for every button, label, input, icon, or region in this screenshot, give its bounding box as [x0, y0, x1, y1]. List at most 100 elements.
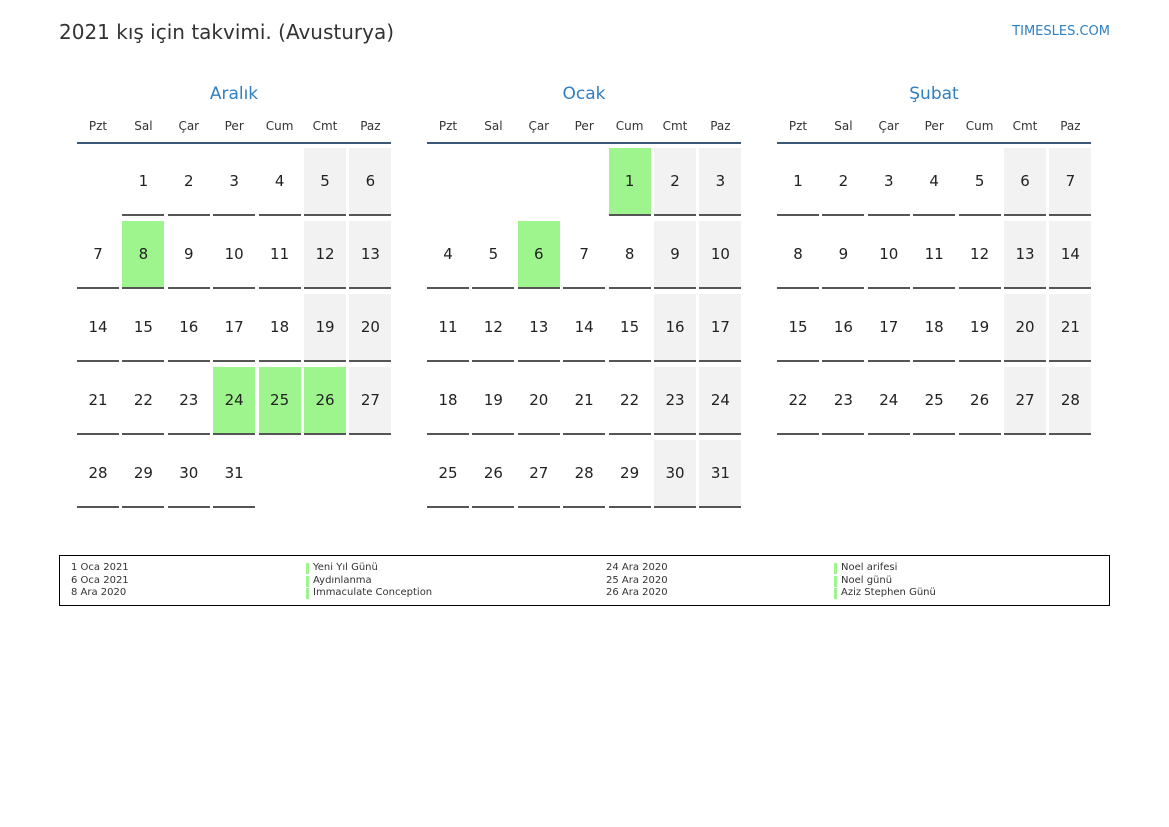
- holiday-marker: [834, 563, 837, 574]
- holiday-date: 6 Oca 2021: [71, 574, 129, 586]
- day-cell: 9: [654, 221, 696, 289]
- day-cell: 19: [304, 294, 346, 362]
- holiday-date: 8 Ara 2020: [71, 587, 127, 598]
- weekday-label: Pzt: [788, 119, 808, 133]
- holiday-marker: [306, 563, 309, 574]
- day-cell: 29: [122, 440, 165, 508]
- day-cell: 10: [699, 221, 742, 289]
- day-cell: 23: [654, 367, 696, 435]
- day-cell: 1: [608, 148, 651, 216]
- day-cell: 24: [699, 367, 742, 435]
- holiday-date: 26 Ara 2020: [606, 587, 668, 598]
- month-rule: [427, 142, 741, 144]
- weekday-label: Per: [574, 119, 594, 133]
- day-cell: 30: [167, 440, 210, 508]
- day-cell: 20: [349, 294, 392, 362]
- day-cell: 26: [958, 367, 1001, 435]
- day-cell: 21: [563, 367, 606, 435]
- day-cell: 11: [913, 221, 956, 289]
- day-cell: 10: [867, 221, 910, 289]
- day-cell: 29: [608, 440, 651, 508]
- weekday-label: Cmt: [662, 119, 688, 133]
- holiday-marker: [834, 588, 837, 599]
- weekday-label: Cum: [265, 119, 294, 133]
- day-cell: 14: [77, 294, 119, 362]
- holiday-name: Yeni Yıl Günü: [313, 562, 378, 573]
- day-cell: 20: [517, 367, 560, 435]
- day-cell: 18: [913, 294, 956, 362]
- weekday-label: Çar: [878, 119, 900, 133]
- holiday-date: 24 Ara 2020: [606, 562, 668, 573]
- weekday-label: Cmt: [1012, 119, 1038, 133]
- day-cell: 17: [867, 294, 910, 362]
- day-cell: 24: [867, 367, 910, 435]
- day-cell: 23: [167, 367, 210, 435]
- day-cell: 16: [654, 294, 696, 362]
- weekday-label: Pzt: [88, 119, 108, 133]
- day-cell: 27: [349, 367, 392, 435]
- day-cell: 8: [608, 221, 651, 289]
- day-cell: 13: [1004, 221, 1046, 289]
- day-cell: 3: [699, 148, 742, 216]
- page-title: 2021 kış için takvimi. (Avusturya): [59, 20, 395, 44]
- day-cell: 25: [913, 367, 956, 435]
- day-cell: 13: [349, 221, 392, 289]
- weekday-label: Cum: [965, 119, 994, 133]
- day-cell: 8: [777, 221, 819, 289]
- day-cell: 13: [517, 294, 560, 362]
- day-cell: 17: [213, 294, 256, 362]
- day-cell: 15: [777, 294, 819, 362]
- day-cell: 7: [563, 221, 606, 289]
- day-cell: 22: [608, 367, 651, 435]
- day-cell: 5: [472, 221, 515, 289]
- holiday-date: 25 Ara 2020: [606, 574, 668, 586]
- day-cell: 26: [472, 440, 515, 508]
- day-cell: 14: [563, 294, 606, 362]
- holiday-marker: [306, 575, 309, 587]
- day-cell: 21: [1049, 294, 1092, 362]
- holiday-name: Noel arifesi: [841, 562, 898, 573]
- month-name: Ocak: [562, 84, 606, 104]
- day-cell: 2: [654, 148, 696, 216]
- day-cell: 3: [867, 148, 910, 216]
- weekday-label: Sal: [484, 119, 503, 133]
- day-cell: 19: [958, 294, 1001, 362]
- day-cell: 19: [472, 367, 515, 435]
- weekday-label: Çar: [178, 119, 200, 133]
- day-cell: 22: [777, 367, 819, 435]
- weekday-label: Cum: [615, 119, 644, 133]
- day-cell: 16: [822, 294, 865, 362]
- day-cell: 15: [608, 294, 651, 362]
- day-cell: 14: [1049, 221, 1092, 289]
- day-cell: 27: [517, 440, 560, 508]
- holiday-name: Noel günü: [841, 574, 893, 586]
- weekday-label: Paz: [360, 119, 381, 133]
- day-cell: 18: [258, 294, 301, 362]
- day-cell: 6: [1004, 148, 1046, 216]
- weekday-label: Sal: [134, 119, 153, 133]
- day-cell: 16: [167, 294, 210, 362]
- holiday-name: Aydınlanma: [313, 574, 372, 586]
- day-cell: 17: [699, 294, 742, 362]
- day-cell: 30: [654, 440, 696, 508]
- day-cell: 28: [1049, 367, 1092, 435]
- day-cell: 28: [563, 440, 606, 508]
- month-rule: [777, 142, 1091, 144]
- day-cell: 27: [1004, 367, 1046, 435]
- day-cell: 5: [958, 148, 1001, 216]
- holiday-marker: [834, 575, 837, 587]
- month-rule: [77, 142, 391, 144]
- day-cell: 31: [699, 440, 742, 508]
- day-cell: 24: [213, 367, 256, 435]
- day-cell: 9: [822, 221, 865, 289]
- day-cell: 10: [213, 221, 256, 289]
- site-link[interactable]: TIMESLES.COM: [1012, 24, 1110, 39]
- day-cell: 2: [822, 148, 865, 216]
- holiday-name: Immaculate Conception: [313, 587, 433, 598]
- weekday-label: Per: [224, 119, 244, 133]
- day-cell: 12: [958, 221, 1001, 289]
- day-cell: 25: [258, 367, 301, 435]
- day-cell: 3: [213, 148, 256, 216]
